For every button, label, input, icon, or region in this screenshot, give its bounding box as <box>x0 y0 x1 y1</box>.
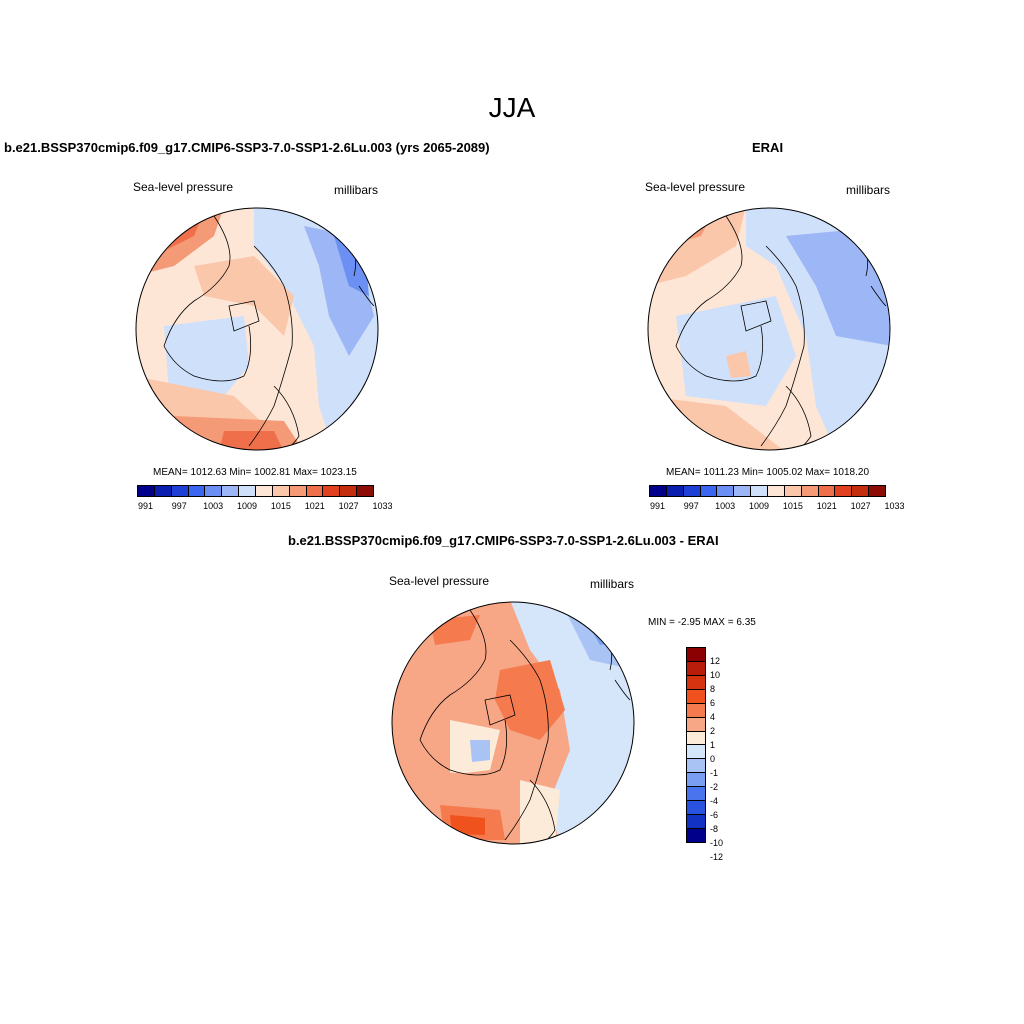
colorbar-swatch <box>700 486 718 496</box>
colorbar-swatch <box>323 486 341 496</box>
colorbar-tick-label: 997 <box>171 501 187 511</box>
colorbar-tick-label: -4 <box>710 796 719 806</box>
colorbar-swatch <box>717 486 735 496</box>
panel-1-colorbar <box>137 485 374 497</box>
colorbar-swatch <box>188 486 206 496</box>
colorbar-tick-label: 12 <box>710 656 721 666</box>
colorbar-swatch <box>852 486 870 496</box>
panel-3-polar-map <box>391 601 635 845</box>
panel-3-colorbar <box>686 647 706 843</box>
colorbar-swatch <box>340 486 358 496</box>
colorbar-tick-label: 1027 <box>850 501 871 511</box>
colorbar-swatch <box>306 486 324 496</box>
colorbar-tick-label: 1021 <box>816 501 837 511</box>
colorbar-swatch <box>687 703 705 718</box>
colorbar-swatch <box>687 648 705 662</box>
colorbar-swatch <box>171 486 189 496</box>
colorbar-tick-label: 991 <box>137 501 153 511</box>
colorbar-swatch <box>687 689 705 704</box>
colorbar-tick-label: 1033 <box>372 501 393 511</box>
colorbar-swatch <box>818 486 836 496</box>
colorbar-swatch <box>687 773 705 788</box>
colorbar-tick-label: -2 <box>710 782 719 792</box>
colorbar-tick-label: 1015 <box>782 501 803 511</box>
colorbar-tick-label: 1009 <box>237 501 258 511</box>
colorbar-tick-label: 8 <box>710 684 716 694</box>
colorbar-swatch <box>801 486 819 496</box>
colorbar-tick-label: 1021 <box>304 501 325 511</box>
colorbar-swatch <box>357 486 374 496</box>
colorbar-swatch <box>138 486 155 496</box>
colorbar-swatch <box>687 828 705 842</box>
colorbar-tick-label: 4 <box>710 712 716 722</box>
colorbar-tick-label: 1003 <box>203 501 224 511</box>
colorbar-swatch <box>666 486 684 496</box>
colorbar-tick-label: 1015 <box>270 501 291 511</box>
colorbar-swatch <box>835 486 853 496</box>
colorbar-swatch <box>650 486 667 496</box>
panel-3-variable: Sea-level pressure <box>389 574 490 588</box>
colorbar-swatch <box>751 486 769 496</box>
main-title: JJA <box>488 92 536 123</box>
colorbar-tick-label: -1 <box>710 768 719 778</box>
colorbar-tick-label: -6 <box>710 810 719 820</box>
colorbar-tick-label: 1003 <box>715 501 736 511</box>
colorbar-swatch <box>683 486 701 496</box>
panel-1-units: millibars <box>334 183 379 197</box>
panel-2-colorbar-ticks: 991 997 1003 1009 1015 1021 1027 1033 <box>649 501 905 513</box>
colorbar-swatch <box>687 661 705 676</box>
colorbar-swatch <box>784 486 802 496</box>
colorbar-tick-label: -12 <box>710 852 724 862</box>
panel-1-stats: MEAN= 1012.63 Min= 1002.81 Max= 1023.15 <box>153 467 357 478</box>
panel-1-title: b.e21.BSSP370cmip6.f09_g17.CMIP6-SSP3-7.… <box>4 140 490 155</box>
colorbar-swatch <box>239 486 257 496</box>
panel-2-colorbar <box>649 485 886 497</box>
colorbar-swatch <box>869 486 886 496</box>
colorbar-swatch <box>687 731 705 746</box>
colorbar-tick-label: 2 <box>710 726 716 736</box>
colorbar-tick-label: 1 <box>710 740 716 750</box>
panel-3-colorbar-ticks: 12 10 8 6 4 2 1 0 -1 -2 -4 -6 -8 -10 -12 <box>710 647 740 862</box>
panel-2-title: ERAI <box>752 140 784 155</box>
panel-3-title: b.e21.BSSP370cmip6.f09_g17.CMIP6-SSP3-7.… <box>288 533 719 548</box>
colorbar-tick-label: 1009 <box>749 501 770 511</box>
colorbar-tick-label: 997 <box>683 501 699 511</box>
colorbar-swatch <box>256 486 273 496</box>
panel-2-variable: Sea-level pressure <box>645 180 746 194</box>
colorbar-swatch <box>768 486 785 496</box>
colorbar-tick-label: 10 <box>710 670 721 680</box>
colorbar-tick-label: 1027 <box>338 501 359 511</box>
colorbar-swatch <box>687 717 705 732</box>
colorbar-swatch <box>687 815 705 829</box>
colorbar-swatch <box>272 486 290 496</box>
panel-1-colorbar-ticks: 991 997 1003 1009 1015 1021 1027 1033 <box>137 501 393 513</box>
colorbar-swatch <box>687 801 705 816</box>
panel-2-polar-map <box>647 207 891 451</box>
colorbar-tick-label: 991 <box>649 501 665 511</box>
colorbar-swatch <box>734 486 752 496</box>
colorbar-swatch <box>687 675 705 690</box>
colorbar-swatch <box>687 745 705 760</box>
colorbar-tick-label: 6 <box>710 698 716 708</box>
colorbar-swatch <box>154 486 172 496</box>
colorbar-swatch <box>687 759 705 774</box>
colorbar-tick-label: 0 <box>710 754 716 764</box>
colorbar-swatch <box>687 787 705 802</box>
colorbar-swatch <box>222 486 240 496</box>
colorbar-swatch <box>289 486 307 496</box>
colorbar-tick-label: -8 <box>710 824 719 834</box>
colorbar-swatch <box>205 486 223 496</box>
panel-1-polar-map <box>135 207 379 451</box>
panel-2-stats: MEAN= 1011.23 Min= 1005.02 Max= 1018.20 <box>666 467 870 478</box>
colorbar-tick-label: 1033 <box>884 501 905 511</box>
colorbar-tick-label: -10 <box>710 838 724 848</box>
panel-1-variable: Sea-level pressure <box>133 180 234 194</box>
panel-3-units: millibars <box>590 577 635 591</box>
panel-2-units: millibars <box>846 183 891 197</box>
panel-3-stats: MIN = -2.95 MAX = 6.35 <box>648 617 756 628</box>
